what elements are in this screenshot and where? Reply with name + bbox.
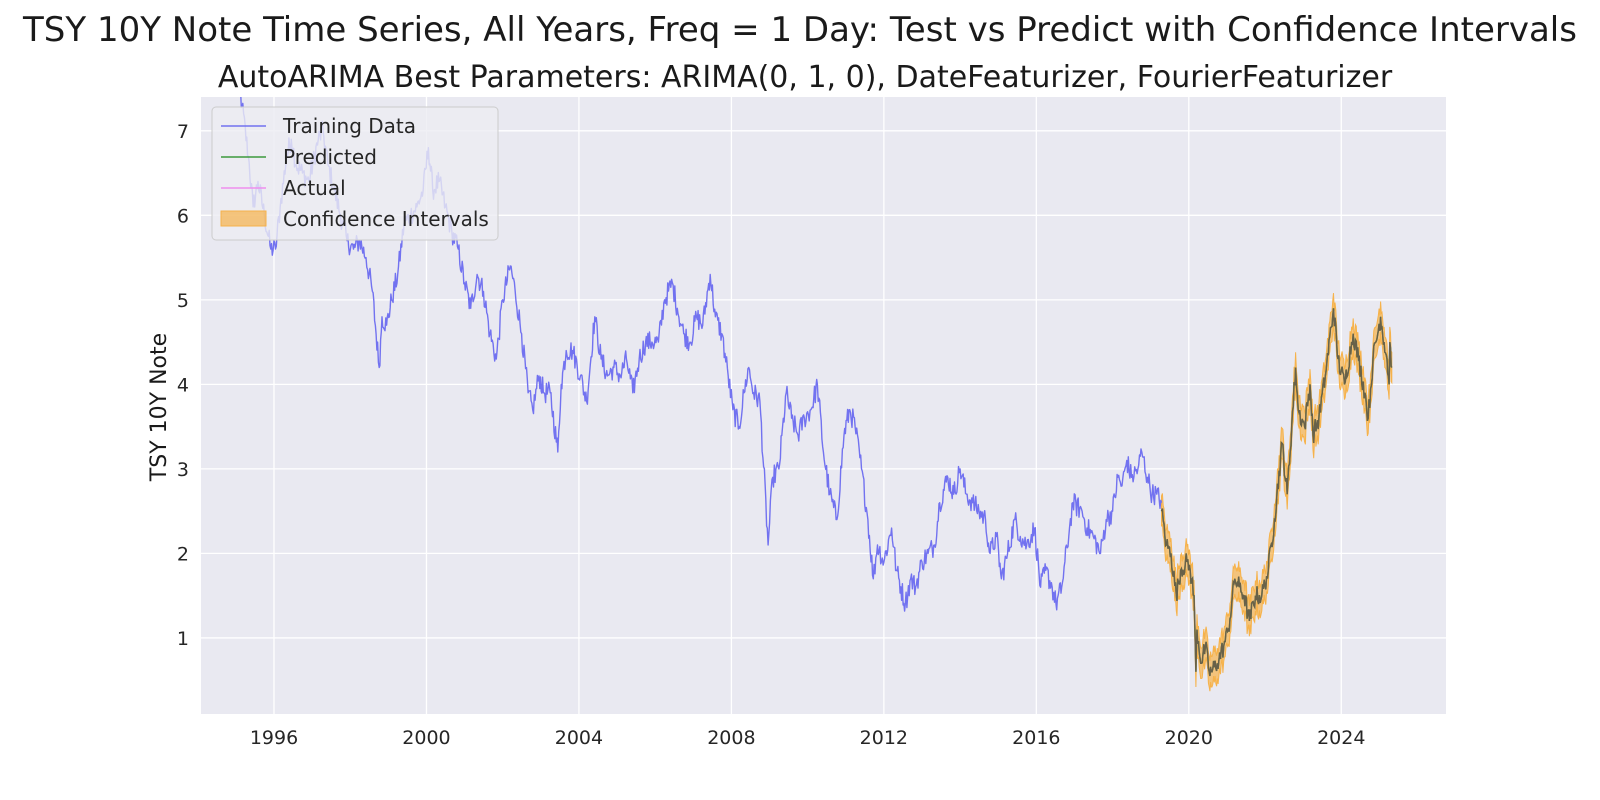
x-tick-label: 2000: [402, 727, 450, 749]
x-tick-label: 2020: [1165, 727, 1213, 749]
chart-subtitle: AutoARIMA Best Parameters: ARIMA(0, 1, 0…: [218, 60, 1393, 95]
y-tick-label: 1: [177, 628, 189, 650]
y-tick-label: 2: [177, 543, 189, 565]
y-tick-label: 5: [177, 290, 189, 312]
y-tick-label: 4: [177, 374, 189, 396]
y-tick-label: 7: [177, 121, 189, 143]
legend: Training Data Predicted Actual Confidence I…: [211, 106, 499, 241]
y-tick-label: 3: [177, 459, 189, 481]
grid-lines: [201, 97, 1446, 714]
series-line-actual: [1160, 308, 1393, 677]
x-tick-label: 2016: [1012, 727, 1060, 749]
x-tick-label: 1996: [250, 727, 298, 749]
legend-label: Training Data: [282, 114, 416, 138]
legend-box: [211, 106, 499, 241]
y-axis-label: TSY 10Y Note: [147, 333, 172, 482]
data-layer: [240, 97, 1393, 692]
series-line-training-data: [240, 97, 1163, 612]
legend-label: Actual: [283, 176, 346, 200]
x-tick-label: 2012: [860, 727, 908, 749]
x-tick-label: 2004: [555, 727, 603, 749]
legend-swatch-confidence-intervals: [220, 210, 267, 227]
chart-title: TSY 10Y Note Time Series, All Years, Fre…: [22, 10, 1577, 50]
x-tick-label: 2024: [1317, 727, 1365, 749]
x-tick-label: 2008: [707, 727, 755, 749]
y-tick-label: 6: [177, 205, 189, 227]
legend-label: Confidence Intervals: [283, 207, 489, 231]
legend-label: Predicted: [283, 145, 377, 169]
axis-tick-labels: 1996 2000 2004 2008 2012 2016 2020 2024 1 2 3 4 5 6 7: [177, 121, 1366, 749]
